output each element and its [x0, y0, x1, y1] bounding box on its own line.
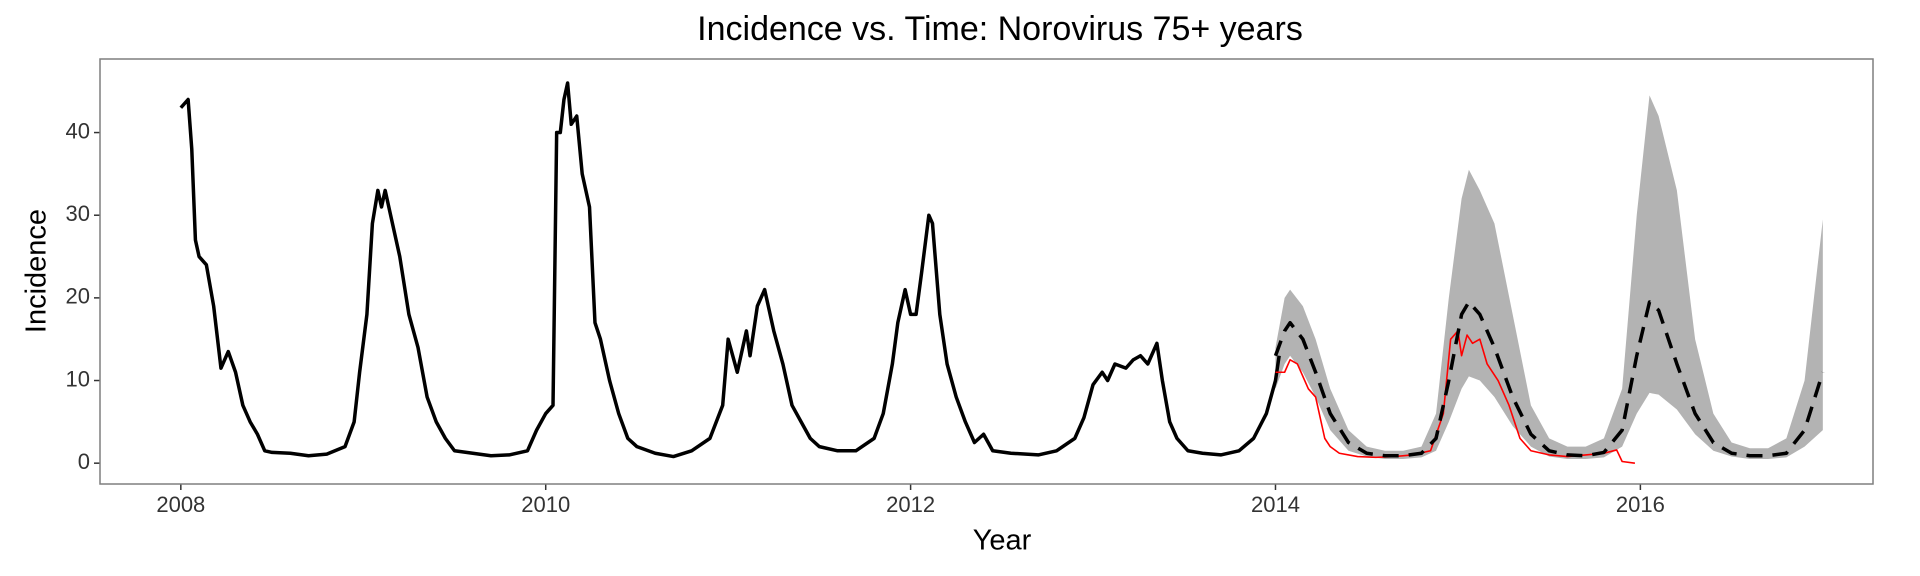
y-tick-label: 40	[66, 118, 90, 143]
confidence-band	[1275, 95, 1823, 460]
chart-title: Incidence vs. Time: Norovirus 75+ years	[697, 10, 1303, 48]
x-tick-label: 2016	[1616, 492, 1665, 517]
x-tick-label: 2010	[521, 492, 570, 517]
x-tick-label: 2014	[1251, 492, 1300, 517]
panel-border	[99, 58, 1874, 485]
y-tick-label: 0	[78, 449, 90, 474]
x-tick-label: 2008	[156, 492, 205, 517]
series-line	[179, 81, 1281, 459]
y-tick-label: 20	[66, 284, 90, 309]
plot-area	[179, 81, 1825, 464]
y-tick-label: 30	[66, 201, 90, 226]
y-tick-label: 10	[66, 366, 90, 391]
forecast-line	[1273, 300, 1825, 458]
y-axis-label: Incidence	[21, 209, 53, 333]
x-tick-label: 2012	[886, 492, 935, 517]
x-axis-label: Year	[973, 525, 1032, 557]
